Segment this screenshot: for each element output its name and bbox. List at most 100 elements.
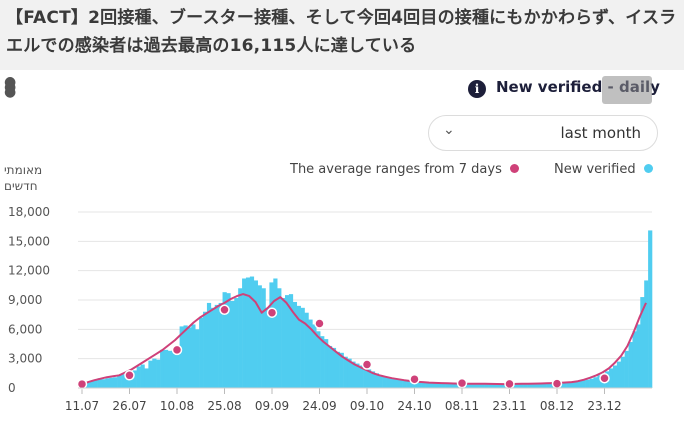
x-tick-label: 24.10 — [397, 399, 431, 413]
bar — [593, 377, 598, 388]
bar — [577, 380, 583, 388]
bar — [331, 347, 337, 388]
bar — [265, 307, 270, 388]
bar — [300, 307, 305, 388]
bar — [402, 380, 407, 388]
bar — [288, 294, 294, 388]
bar — [581, 380, 586, 388]
bar — [359, 365, 364, 388]
legend-label-average: The average ranges from 7 days — [290, 162, 502, 177]
bar — [238, 288, 243, 388]
bar — [425, 382, 430, 388]
bar — [374, 373, 380, 388]
bar — [183, 325, 188, 388]
bar — [609, 368, 614, 388]
bar — [640, 297, 645, 388]
y-tick-label: 3,000 — [8, 352, 42, 366]
bar — [253, 280, 258, 388]
bar — [589, 378, 594, 388]
bar — [203, 311, 208, 388]
bar — [292, 301, 298, 388]
bar — [136, 366, 141, 388]
bar — [242, 278, 247, 388]
bar — [316, 331, 321, 388]
range-select[interactable]: ⌄ last month — [428, 115, 658, 151]
bar — [398, 379, 403, 388]
y-tick-label: 0 — [8, 381, 16, 395]
average-marker — [361, 359, 373, 370]
bar — [409, 381, 415, 388]
bar — [167, 350, 173, 388]
bar — [199, 317, 204, 388]
bar — [441, 383, 446, 388]
bar — [230, 300, 235, 388]
x-tick-label: 23.11 — [492, 399, 526, 413]
average-marker — [171, 344, 183, 356]
info-icon[interactable]: i — [468, 80, 486, 98]
bar — [499, 384, 504, 388]
bar — [175, 351, 180, 388]
bar — [355, 363, 360, 388]
bar — [612, 365, 618, 388]
average-marker — [551, 378, 563, 389]
legend-item-new-verified[interactable]: New verified — [554, 162, 653, 177]
y-tick-label: 9,000 — [8, 293, 42, 307]
bar — [156, 359, 161, 388]
legend-item-average[interactable]: The average ranges from 7 days — [290, 162, 519, 177]
bar — [413, 382, 419, 388]
average-marker — [76, 378, 88, 390]
bar — [527, 384, 532, 388]
bar — [226, 293, 231, 388]
x-tick-label: 09.10 — [350, 399, 384, 413]
y-tick-label: 12,000 — [8, 264, 50, 278]
bar — [160, 349, 165, 388]
bar — [519, 383, 524, 388]
bar — [179, 326, 184, 388]
bar — [542, 383, 547, 388]
bar — [109, 377, 114, 388]
bar — [148, 360, 153, 388]
bar — [452, 383, 458, 388]
average-marker — [599, 372, 610, 384]
bar — [93, 380, 98, 388]
bar — [636, 324, 641, 388]
headline: 【FACT】2回接種、ブースター接種、そして今回4回目の接種にもかかわらず、イス… — [6, 8, 677, 56]
range-value: last month — [560, 124, 641, 142]
x-tick-label: 11.07 — [65, 399, 99, 413]
bar — [163, 349, 169, 388]
legend-label-new-verified: New verified — [554, 162, 636, 177]
bar — [632, 331, 637, 388]
bar — [285, 295, 290, 388]
bar — [417, 382, 422, 388]
x-tick-label: 10.08 — [160, 399, 194, 413]
bar — [448, 383, 454, 388]
x-tick-label: 24.09 — [302, 399, 336, 413]
bar — [468, 383, 473, 388]
bar — [128, 376, 134, 388]
bar — [191, 324, 196, 388]
bar — [390, 378, 395, 388]
x-tick-label: 08.11 — [445, 399, 479, 413]
average-marker — [314, 318, 325, 329]
x-tick-label: 09.09 — [255, 399, 289, 413]
bar — [277, 288, 282, 388]
bar — [273, 278, 278, 388]
bar — [152, 358, 157, 388]
bar — [491, 384, 497, 388]
bar — [616, 361, 622, 388]
bar — [648, 230, 653, 388]
bar — [105, 378, 110, 388]
legend-dot-new-verified — [643, 164, 653, 173]
y-axis-label: מאומתי חדשים — [4, 163, 43, 193]
bar — [363, 367, 368, 388]
bar — [339, 352, 344, 388]
bar — [320, 336, 325, 388]
y-tick-label: 6,000 — [8, 322, 42, 336]
bar — [566, 382, 571, 388]
average-marker — [124, 370, 135, 381]
bar — [296, 305, 301, 388]
bar — [530, 384, 536, 388]
bar — [312, 324, 317, 388]
bar — [171, 349, 176, 388]
bar — [433, 383, 438, 388]
